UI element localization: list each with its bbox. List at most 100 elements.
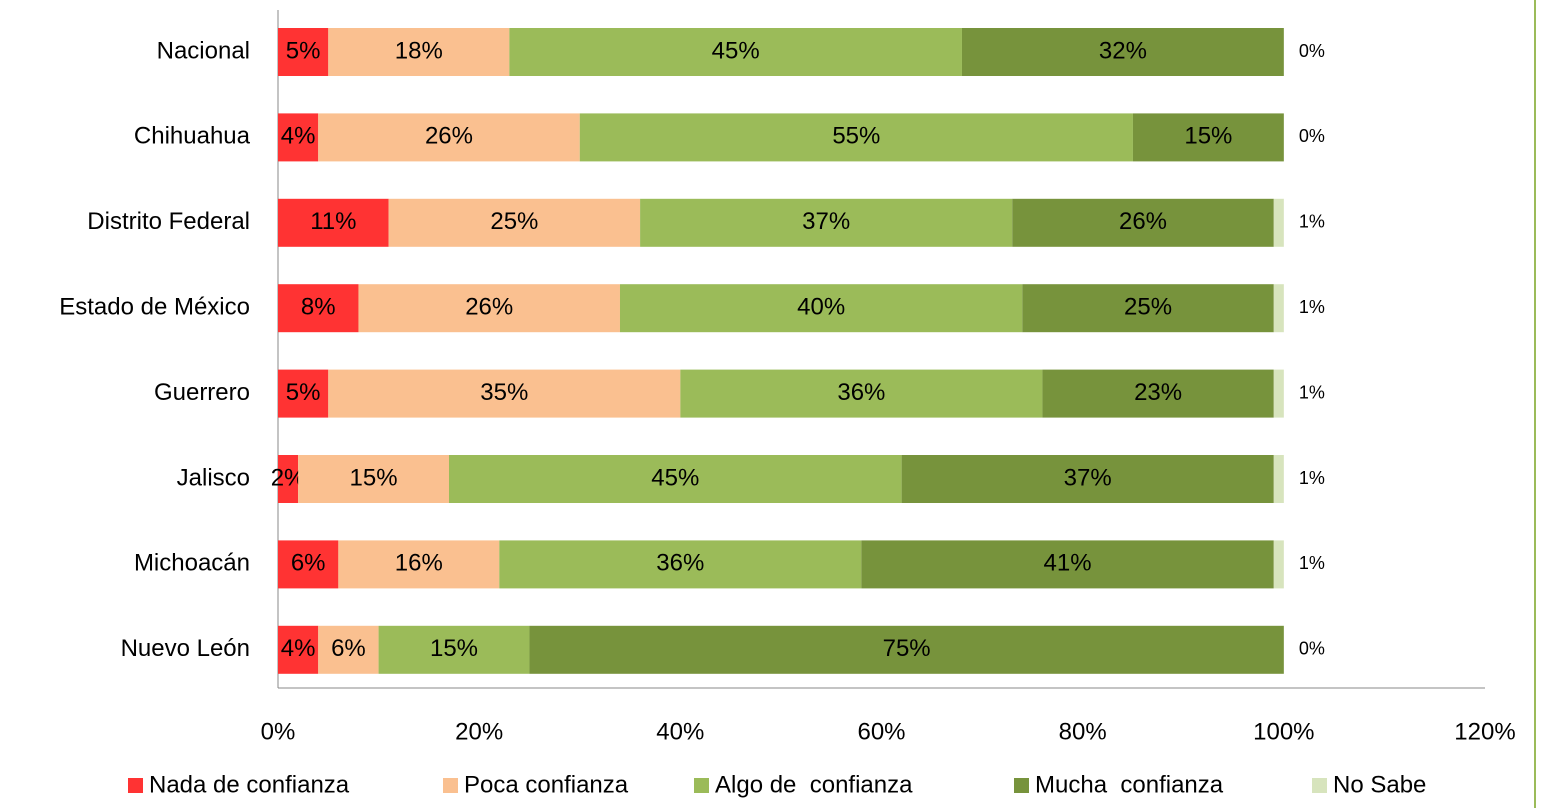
data-label small: 0% (1299, 41, 1325, 61)
data-label: 25% (490, 208, 538, 235)
bar-segment (278, 284, 359, 333)
data-label: 37% (802, 208, 850, 235)
data-label: 26% (465, 294, 513, 321)
data-label: 4% (281, 635, 316, 662)
y-tick-label: Estado de México (59, 294, 250, 321)
data-label: 36% (656, 550, 704, 577)
legend-label: Mucha confianza (1035, 771, 1224, 798)
bar-segment (318, 625, 379, 674)
bar-segment (640, 198, 1013, 247)
bar-segment (619, 284, 1023, 333)
data-label: 6% (291, 550, 326, 577)
bar-segment (278, 540, 339, 589)
bar-segment (298, 455, 449, 503)
legend-swatch (1312, 778, 1327, 793)
data-label: 36% (837, 379, 885, 406)
data-label: 6% (331, 635, 366, 662)
bar-segment (1273, 455, 1284, 503)
y-tick-label: Jalisco (177, 464, 250, 491)
data-label: 40% (797, 294, 845, 321)
data-label: 45% (651, 464, 699, 491)
bar-segment (579, 113, 1133, 162)
bar-segment (1132, 113, 1284, 162)
data-label: 5% (286, 379, 321, 406)
bar-segment (1273, 369, 1284, 418)
bar-segment (338, 540, 500, 589)
y-tick-label: Michoacán (134, 550, 250, 577)
data-label: 35% (480, 379, 528, 406)
bar-segment (388, 198, 641, 247)
bar-segment (278, 625, 319, 674)
x-tick-label: 60% (857, 718, 905, 745)
data-label: 41% (1044, 550, 1092, 577)
bar-segment (901, 455, 1274, 503)
legend-swatch (694, 778, 709, 793)
bar-segment (278, 198, 389, 247)
data-label: 55% (832, 123, 880, 150)
bar-segment (378, 625, 530, 674)
bar-segment (318, 113, 580, 162)
x-tick-label: 100% (1253, 718, 1314, 745)
legend-label: No Sabe (1333, 771, 1426, 798)
legend-swatch (443, 778, 458, 793)
data-label: 32% (1099, 37, 1147, 64)
bar-segment (861, 540, 1274, 589)
legend-label: Algo de confianza (715, 771, 913, 798)
bar-segment (1012, 198, 1274, 247)
data-label: 25% (1124, 294, 1172, 321)
data-label: 15% (350, 464, 398, 491)
data-label: 23% (1134, 379, 1182, 406)
legend-label: Nada de confianza (149, 771, 350, 798)
data-label: 5% (286, 37, 321, 64)
x-tick-label: 20% (455, 718, 503, 745)
bar-segment (278, 28, 329, 76)
x-tick-label: 80% (1059, 718, 1107, 745)
data-label small: 1% (1299, 212, 1325, 232)
data-label: 26% (425, 123, 473, 150)
data-label small: 1% (1299, 382, 1325, 402)
bar-segment (1022, 284, 1274, 333)
bar-segment (278, 455, 299, 503)
data-label: 37% (1064, 464, 1112, 491)
data-label: 16% (395, 550, 443, 577)
bar-segment (448, 455, 902, 503)
data-label small: 0% (1299, 126, 1325, 146)
y-tick-label: Guerrero (154, 379, 250, 406)
data-label: 15% (1184, 123, 1232, 150)
data-label small: 0% (1299, 639, 1325, 659)
bar-segment (509, 28, 962, 76)
bar-segment (1273, 540, 1284, 589)
bar-segment (328, 369, 681, 418)
data-label: 75% (883, 635, 931, 662)
bar-segment (358, 284, 620, 333)
legend-swatch (1014, 778, 1029, 793)
data-label: 4% (281, 123, 316, 150)
bar-segment (529, 625, 1284, 674)
y-tick-label: Nuevo León (121, 635, 250, 662)
x-tick-label: 120% (1454, 718, 1515, 745)
y-tick-label: Chihuahua (134, 123, 251, 150)
data-label: 45% (712, 37, 760, 64)
legend-swatch (128, 778, 143, 793)
data-label: 15% (430, 635, 478, 662)
bar-segment (278, 113, 319, 162)
data-label small: 1% (1299, 297, 1325, 317)
data-label small: 1% (1299, 553, 1325, 573)
bar-segment (680, 369, 1043, 418)
bar-segment (278, 369, 329, 418)
data-label: 11% (310, 208, 356, 235)
data-label: 26% (1119, 208, 1167, 235)
bar-segment (328, 28, 510, 76)
bar-segment (961, 28, 1284, 76)
legend-label: Poca confianza (464, 771, 629, 798)
bar-segment (1273, 198, 1284, 247)
data-label: 8% (301, 294, 336, 321)
y-tick-label: Nacional (157, 37, 250, 64)
x-tick-label: 40% (656, 718, 704, 745)
bar-segment (1042, 369, 1274, 418)
x-tick-label: 0% (261, 718, 296, 745)
data-label: 18% (395, 37, 443, 64)
bar-segment (499, 540, 862, 589)
bar-segment (1273, 284, 1284, 333)
